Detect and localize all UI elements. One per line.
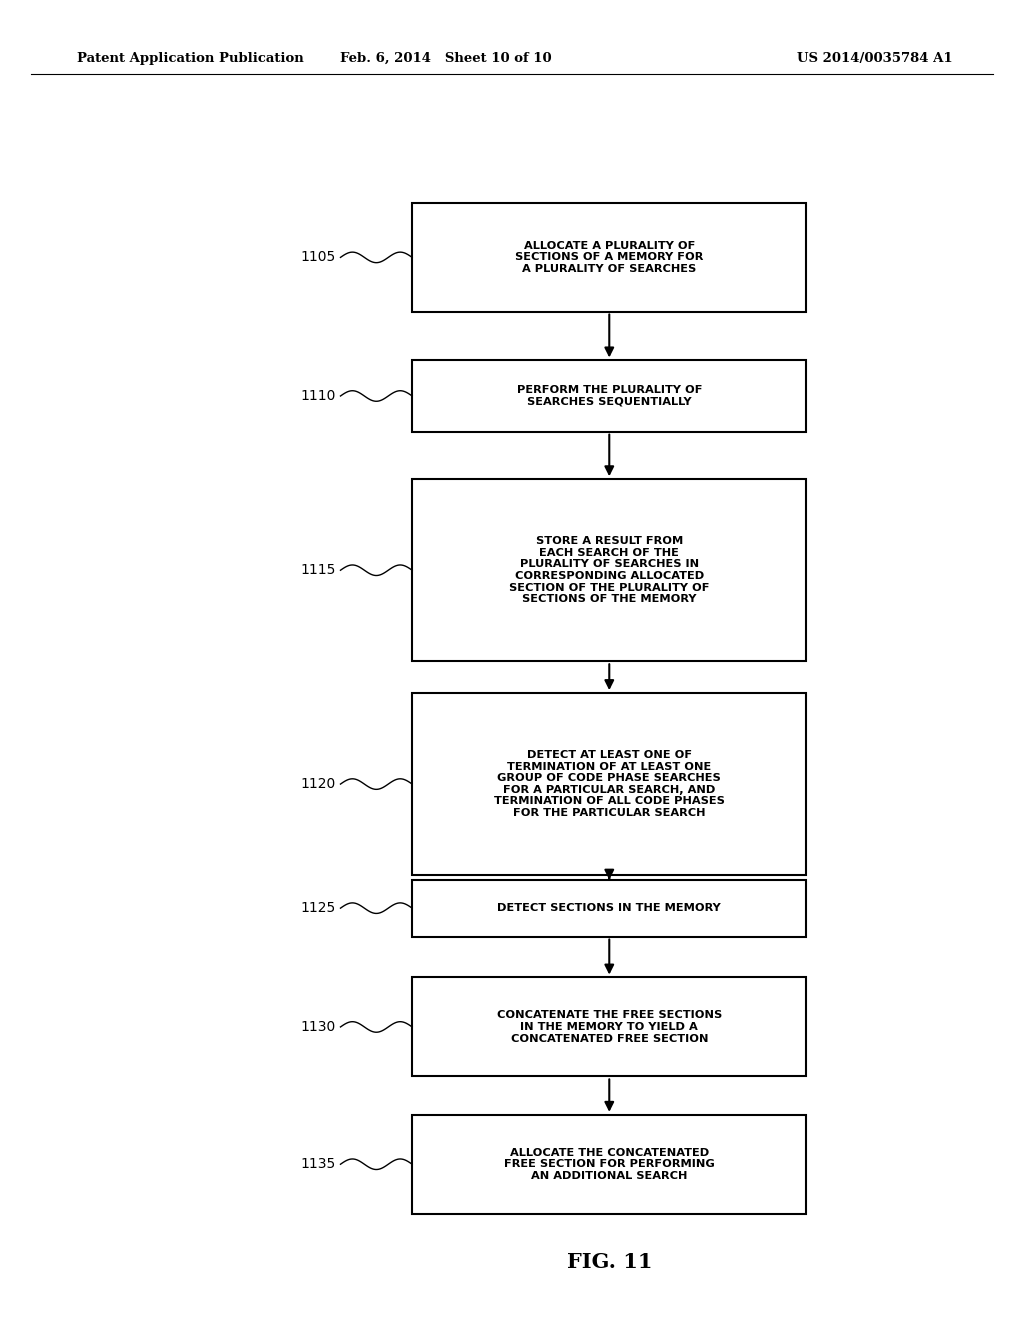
Text: 1110: 1110 bbox=[300, 389, 335, 403]
Bar bbox=[412, 693, 807, 875]
Text: CONCATENATE THE FREE SECTIONS
IN THE MEMORY TO YIELD A
CONCATENATED FREE SECTION: CONCATENATE THE FREE SECTIONS IN THE MEM… bbox=[497, 1010, 722, 1044]
Bar bbox=[412, 880, 807, 937]
Text: Feb. 6, 2014   Sheet 10 of 10: Feb. 6, 2014 Sheet 10 of 10 bbox=[340, 51, 551, 65]
Text: PERFORM THE PLURALITY OF
SEARCHES SEQUENTIALLY: PERFORM THE PLURALITY OF SEARCHES SEQUEN… bbox=[516, 385, 702, 407]
Text: 1115: 1115 bbox=[300, 564, 335, 577]
Text: 1120: 1120 bbox=[300, 777, 335, 791]
Text: DETECT SECTIONS IN THE MEMORY: DETECT SECTIONS IN THE MEMORY bbox=[498, 903, 721, 913]
Text: 1125: 1125 bbox=[300, 902, 335, 915]
Bar bbox=[412, 203, 807, 312]
Text: STORE A RESULT FROM
EACH SEARCH OF THE
PLURALITY OF SEARCHES IN
CORRESPONDING AL: STORE A RESULT FROM EACH SEARCH OF THE P… bbox=[509, 536, 710, 605]
Bar bbox=[412, 977, 807, 1077]
Bar bbox=[412, 360, 807, 432]
Bar bbox=[412, 1114, 807, 1214]
Bar bbox=[412, 479, 807, 661]
Text: DETECT AT LEAST ONE OF
TERMINATION OF AT LEAST ONE
GROUP OF CODE PHASE SEARCHES
: DETECT AT LEAST ONE OF TERMINATION OF AT… bbox=[494, 750, 725, 818]
Text: US 2014/0035784 A1: US 2014/0035784 A1 bbox=[797, 51, 952, 65]
Text: ALLOCATE A PLURALITY OF
SECTIONS OF A MEMORY FOR
A PLURALITY OF SEARCHES: ALLOCATE A PLURALITY OF SECTIONS OF A ME… bbox=[515, 240, 703, 275]
Text: FIG. 11: FIG. 11 bbox=[566, 1251, 652, 1272]
Text: ALLOCATE THE CONCATENATED
FREE SECTION FOR PERFORMING
AN ADDITIONAL SEARCH: ALLOCATE THE CONCATENATED FREE SECTION F… bbox=[504, 1147, 715, 1181]
Text: 1130: 1130 bbox=[300, 1020, 335, 1034]
Text: 1105: 1105 bbox=[300, 251, 335, 264]
Text: 1135: 1135 bbox=[300, 1158, 335, 1171]
Text: Patent Application Publication: Patent Application Publication bbox=[77, 51, 303, 65]
